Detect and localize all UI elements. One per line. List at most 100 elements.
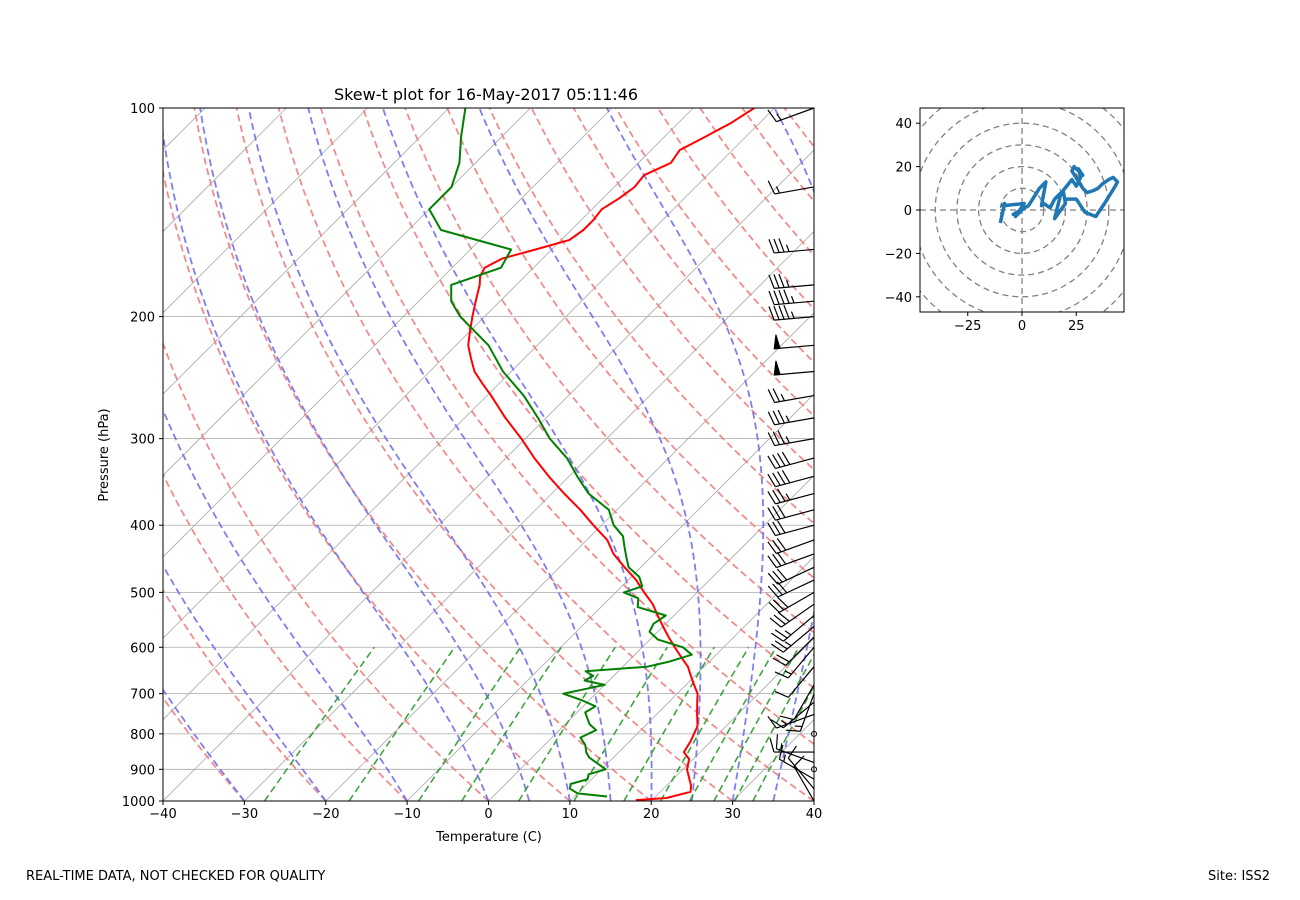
barb-shaft [774,344,815,350]
barb-full [772,410,781,425]
barb-full [774,671,789,679]
hodo-x-tick-label: 25 [1068,319,1085,334]
barb-full [772,431,781,445]
barb-full [783,289,790,304]
barb-shaft [776,107,815,123]
barb-full [767,432,776,446]
barb-half [790,311,795,319]
barb-full [777,453,786,467]
barb-full [778,305,785,320]
barb-full [778,273,785,288]
isotherm-line [163,108,450,395]
y-tick-label: 500 [130,586,155,601]
barb-half [785,415,790,423]
barb-full [787,745,797,759]
hodograph-ring [956,144,1088,276]
wind-barb [767,579,815,598]
wind-barb [774,666,815,698]
y-tick-label: 900 [130,763,155,778]
barb-full [772,454,781,468]
moist-adiabat-line [813,797,814,801]
moist-adiabat-line [163,128,490,801]
x-tick-label: −40 [149,807,176,822]
wind-barb [772,636,815,666]
moist-adiabat-line [307,108,612,801]
barb-full [772,599,785,611]
wind-barb [767,107,815,123]
dry-adiabat-line [783,108,814,148]
mixing-ratio-line [518,646,616,801]
dry-adiabats [163,108,1300,801]
wind-barb [773,334,815,350]
skewt-plot-area [0,108,1300,801]
barb-full [772,489,781,503]
barb-half [785,436,790,444]
barb-full [781,451,791,465]
barb-full [774,690,789,698]
barb-full [767,541,777,554]
wind-barb [767,180,815,195]
temperature-profile [467,108,755,801]
moist-adiabat-line [163,563,327,801]
dry-adiabat-line [572,108,814,418]
barb-shaft [779,591,815,613]
isotherm-line [163,108,369,314]
barb-full [777,409,785,424]
x-tick-label: −20 [312,807,339,822]
barb-full [767,507,776,521]
dry-adiabat-line [319,108,814,746]
barb-shaft [775,457,815,470]
barb-full [783,304,790,320]
wind-barb [774,646,815,679]
barb-shaft [775,524,815,537]
barb-shaft [775,492,815,505]
dry-adiabat-line [362,108,814,690]
barb-half [784,630,792,636]
dry-adiabat-line [193,108,652,801]
quality-note: REAL-TIME DATA, NOT CHECKED FOR QUALITY [26,869,326,884]
barb-flag [773,360,781,376]
barb-full [769,617,782,628]
barb-full [768,274,775,289]
barb-half [784,670,792,675]
moist-adiabats [163,108,814,801]
wind-barb [787,745,815,790]
barb-full [768,601,780,613]
y-tick-label: 800 [130,728,155,743]
barb-shaft [782,626,815,653]
isotherm-line [0,108,42,801]
barb-full [776,568,788,581]
wind-barb [768,591,815,613]
x-tick-label: 10 [562,807,579,822]
skewt-y-ticks: 100 200 300 400 500 600 700 800 900 1000 [122,102,163,810]
wind-barb [770,626,815,653]
dry-adiabat-line [235,108,734,801]
mixing-ratio-line [659,646,750,801]
wind-barb [767,451,815,470]
hodo-x-tick-label: 0 [1018,319,1026,334]
hodo-y-tick-label: −40 [885,291,912,306]
x-tick-label: 0 [484,807,492,822]
barb-full [773,274,780,289]
wind-barb [773,360,815,376]
wind-barb [785,693,815,732]
barb-full [767,473,776,487]
isotherm-line [163,108,287,232]
dry-adiabat-line [953,108,1300,801]
barb-full [777,520,786,534]
barb-full [767,522,776,536]
barb-half [794,725,803,728]
barb-full [769,737,775,753]
barb-half [783,754,787,762]
wind-barb [769,603,815,628]
wind-barb [775,734,815,764]
wind-barb [779,684,815,721]
hodograph-ticks: −25 0 25 −40 −20 0 20 40 [885,117,1085,334]
y-tick-label: 600 [130,641,155,656]
barb-full [772,583,783,596]
wind-barb [767,469,815,488]
wind-barb [767,520,815,537]
isotherm-line [488,474,814,801]
barb-full [773,290,780,305]
